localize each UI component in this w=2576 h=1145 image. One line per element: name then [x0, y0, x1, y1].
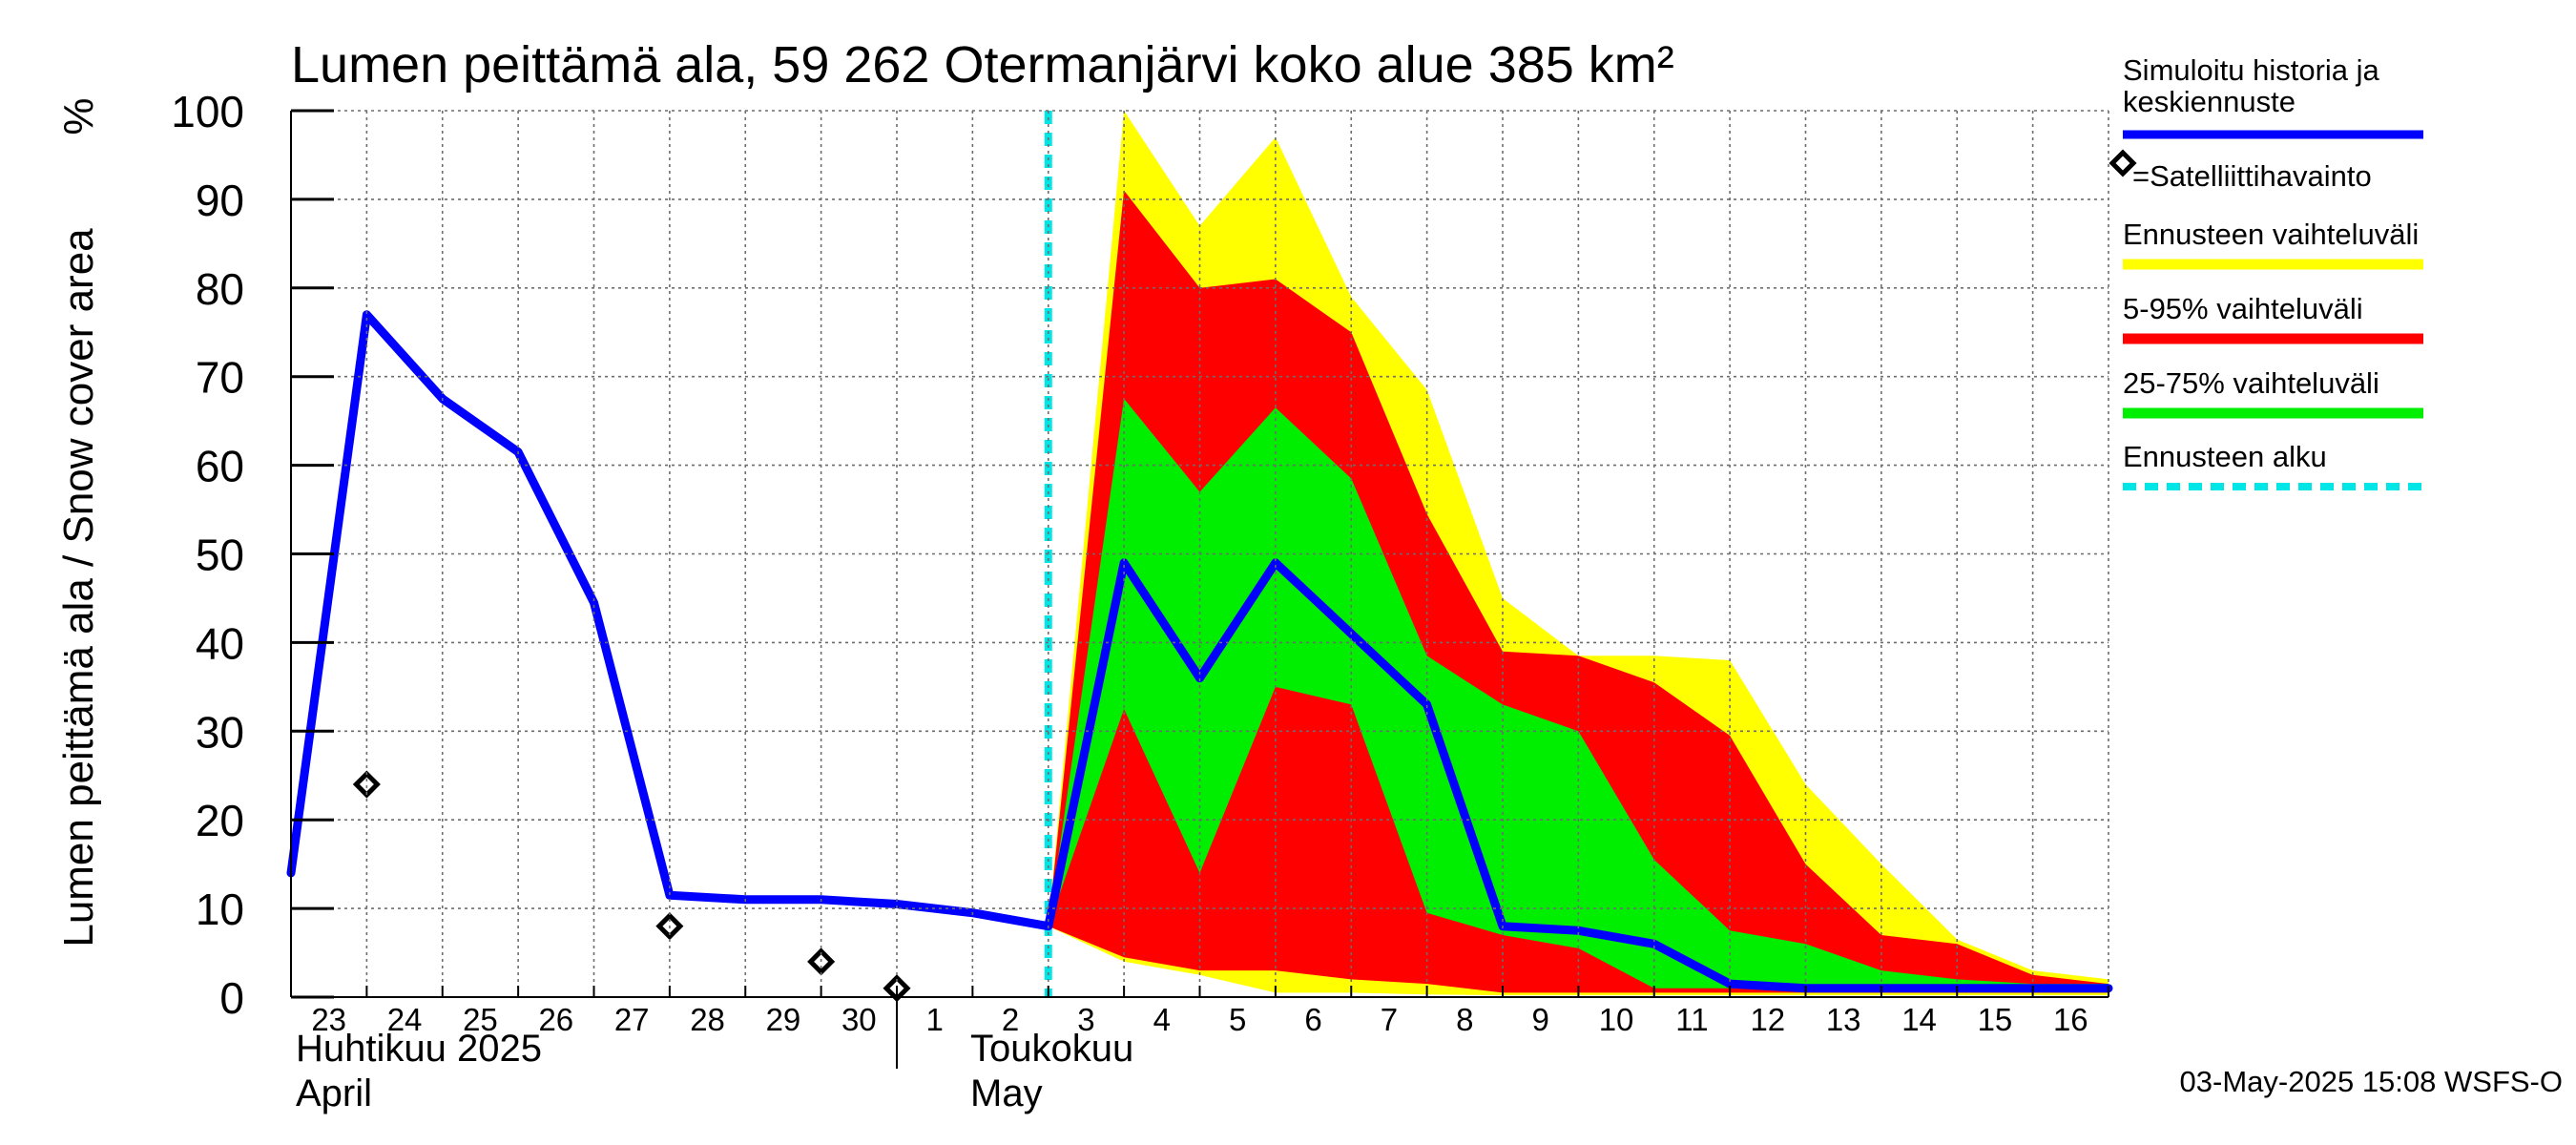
x-tick-label: 4: [1153, 1002, 1171, 1037]
satellite-observation-point: [807, 947, 836, 976]
x-tick-label: 15: [1978, 1002, 2013, 1037]
chart-title: Lumen peittämä ala, 59 262 Otermanjärvi …: [291, 36, 1674, 94]
legend-swatch-satellite: [2109, 149, 2137, 177]
x-tick-label: 6: [1304, 1002, 1321, 1037]
x-tick-label: 24: [387, 1002, 423, 1037]
y-tick-label: 90: [196, 176, 244, 225]
x-tick-label: 13: [1826, 1002, 1861, 1037]
y-tick-label: 20: [196, 796, 244, 845]
y-tick-label: 60: [196, 442, 244, 491]
y-tick-label: 10: [196, 885, 244, 934]
x-tick-label: 16: [2053, 1002, 2088, 1037]
month-label-english: May: [970, 1072, 1043, 1114]
satellite-observation-point: [655, 912, 684, 941]
band-2: [1048, 398, 2109, 989]
band-1: [1048, 190, 2109, 993]
legend-label-band: 25-75% vaihteluväli: [2123, 366, 2379, 400]
x-tick-label: 2: [1002, 1002, 1019, 1037]
x-tick-label: 30: [841, 1002, 877, 1037]
x-tick-label: 5: [1229, 1002, 1246, 1037]
y-tick-label: 0: [219, 973, 244, 1023]
y-tick-label: 40: [196, 618, 244, 668]
x-tick-label: 25: [463, 1002, 498, 1037]
y-tick-label: 70: [196, 353, 244, 403]
y-axis-label: Lumen peittämä ala / Snow cover area: [55, 228, 102, 947]
x-tick-label: 9: [1532, 1002, 1549, 1037]
x-tick-label: 26: [538, 1002, 573, 1037]
x-tick-label: 8: [1456, 1002, 1473, 1037]
x-tick-label: 7: [1381, 1002, 1398, 1037]
satellite-observation-point: [352, 770, 381, 799]
x-tick-label: 10: [1599, 1002, 1634, 1037]
month-label: Toukokuu: [970, 1028, 1133, 1070]
y-tick-label: 100: [171, 87, 244, 136]
x-tick-label: 12: [1750, 1002, 1785, 1037]
legend-label-forecast-start: Ennusteen alku: [2123, 440, 2327, 473]
month-label: Huhtikuu 2025: [296, 1028, 542, 1070]
legend-label-median-cont: keskiennuste: [2123, 85, 2296, 118]
x-tick-label: 29: [766, 1002, 801, 1037]
legend-label-band: Ennusteen vaihteluväli: [2123, 218, 2419, 251]
x-tick-label: 1: [926, 1002, 944, 1037]
legend-label-satellite: =Satelliittihavainto: [2132, 159, 2372, 193]
x-tick-label: 3: [1077, 1002, 1094, 1037]
y-tick-label: 80: [196, 264, 244, 314]
month-label-english: April: [296, 1072, 372, 1114]
legend-label-median: Simuloitu historia ja: [2123, 53, 2380, 87]
legend-label-band: 5-95% vaihteluväli: [2123, 292, 2363, 325]
footer-timestamp: 03-May-2025 15:08 WSFS-O: [2180, 1065, 2563, 1098]
x-tick-label: 11: [1675, 1002, 1708, 1037]
y-tick-label: 30: [196, 707, 244, 757]
x-tick-label: 28: [690, 1002, 725, 1037]
x-tick-label: 27: [614, 1002, 650, 1037]
y-tick-label: 50: [196, 531, 244, 580]
x-tick-label: 14: [1901, 1002, 1937, 1037]
x-tick-label: 23: [311, 1002, 346, 1037]
y-axis-unit: %: [55, 97, 102, 135]
